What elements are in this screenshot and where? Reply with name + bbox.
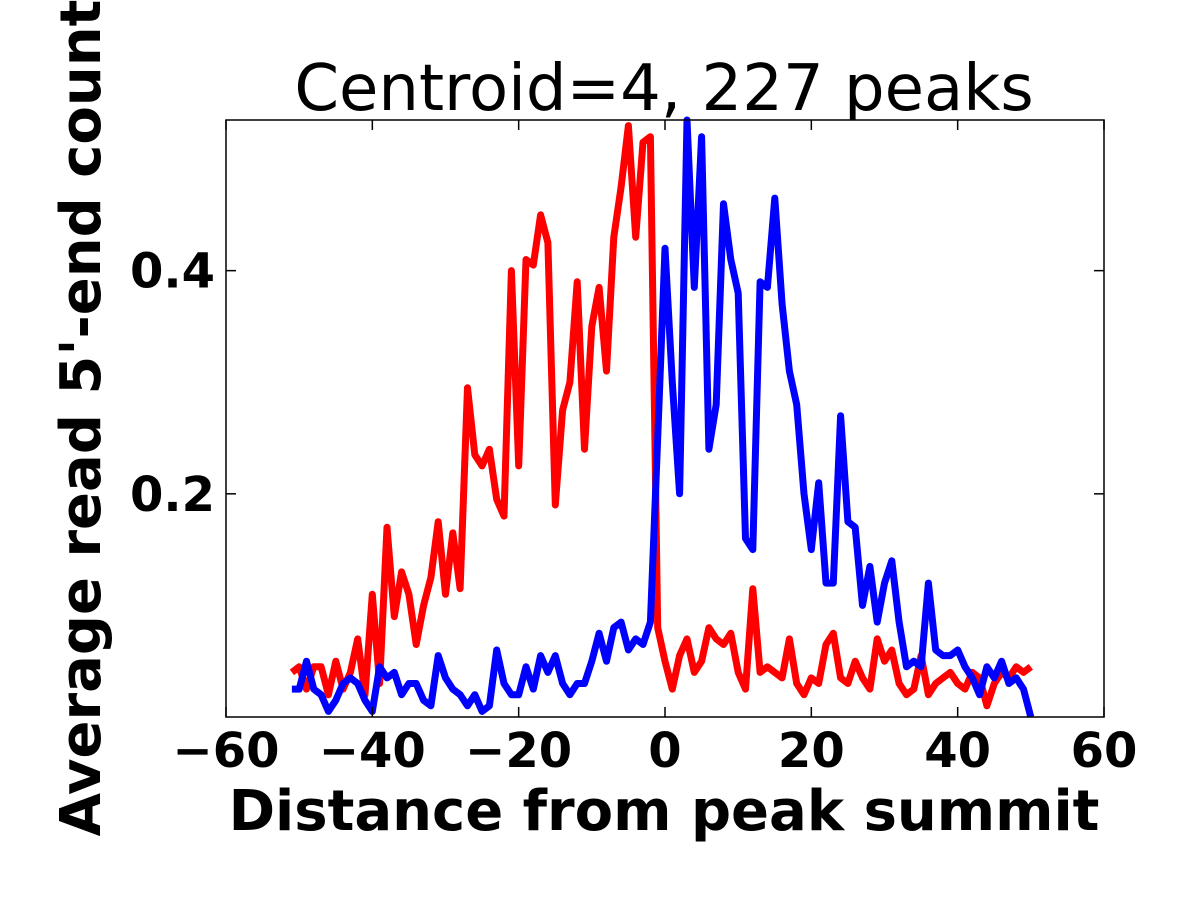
x-tick-label: 0: [648, 723, 681, 779]
tick-layer: −60 −40 −20 0 20 40 60 0.2 0.4: [130, 120, 1137, 779]
series-line-0: [289, 122, 1033, 710]
x-tick-label: 60: [1071, 723, 1138, 779]
chart-title: Centroid=4, 227 peaks: [294, 52, 1033, 126]
y-tick-label: 0.4: [130, 244, 215, 300]
plot-frame: [225, 119, 1105, 718]
series-line-1: [291, 116, 1035, 718]
x-tick-label: 40: [924, 723, 991, 779]
x-axis-label: Distance from peak summit: [229, 779, 1100, 844]
series-layer: [289, 116, 1035, 718]
y-tick-label: 0.2: [130, 467, 215, 523]
x-tick-label: −20: [465, 723, 572, 779]
y-axis-label: Average read 5'-end count: [49, 0, 114, 836]
x-tick-label: −60: [172, 723, 279, 779]
plot-area: [226, 120, 1104, 717]
x-tick-label: 20: [778, 723, 845, 779]
x-tick-label: −40: [319, 723, 426, 779]
